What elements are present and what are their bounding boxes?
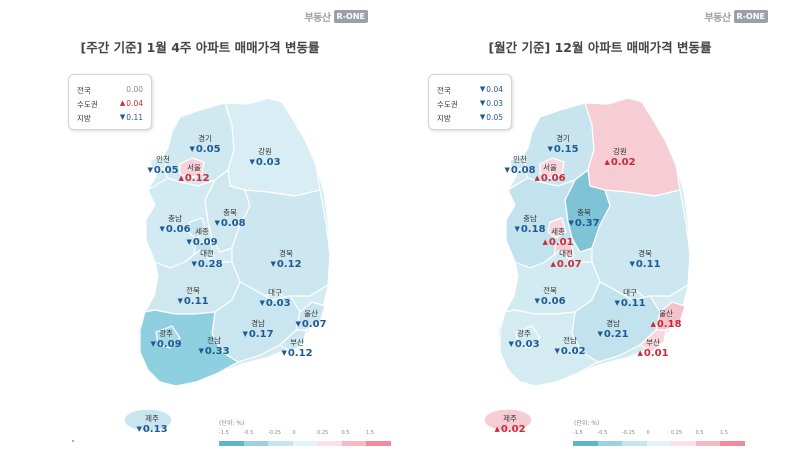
region-gwangju xyxy=(155,325,181,349)
region-gwangju xyxy=(515,325,541,349)
region-incheon xyxy=(509,155,527,171)
color-scale-bar xyxy=(573,441,745,446)
scale-swatch xyxy=(317,441,342,446)
label-chungnam: 충남 ▼0.06 xyxy=(159,214,191,235)
scale-swatch xyxy=(597,441,622,446)
scale-swatch xyxy=(219,441,244,446)
label-gyeongbuk: 경북 ▼0.11 xyxy=(629,249,661,270)
label-gyeonggi: 경기 ▼0.05 xyxy=(189,134,221,155)
map-title: [월간 기준] 12월 아파트 매매가격 변동률 xyxy=(488,40,712,55)
region-seoul xyxy=(539,157,565,179)
legend-value: ▼0.11 xyxy=(119,113,143,122)
label-gyeongbuk: 경북 ▼0.12 xyxy=(270,249,302,270)
scale-swatch xyxy=(573,441,598,446)
label-jeonnam: 전남 ▼0.33 xyxy=(198,336,230,357)
korea-map xyxy=(123,97,331,432)
weekly-panel: 부동산 R-ONE [주간 기준] 1월 4주 아파트 매매가격 변동률 xyxy=(68,9,391,446)
label-seoul: 서울 ▲0.12 xyxy=(178,163,210,184)
label-ulsan: 울산 ▼0.07 xyxy=(295,309,327,330)
map-title: [주간 기준] 1월 4주 아파트 매매가격 변동률 xyxy=(80,40,320,55)
region-sejong xyxy=(547,217,567,239)
label-gyeongnam: 경남 ▼0.17 xyxy=(242,319,274,340)
scale-swatch xyxy=(341,441,366,446)
scale-swatch xyxy=(243,441,268,446)
region-jeju xyxy=(483,408,533,432)
label-jeonbuk: 전북 ▼0.06 xyxy=(534,286,566,307)
scale-swatch xyxy=(366,441,391,446)
label-jeju: 제주 ▲0.02 xyxy=(494,414,526,435)
label-busan: 부산 ▲0.01 xyxy=(637,338,669,359)
label-daegu: 대구 ▼0.03 xyxy=(259,288,291,309)
label-chungbuk: 충북 ▼0.08 xyxy=(214,208,246,229)
label-daegu: 대구 ▼0.11 xyxy=(614,288,646,309)
region-jeju xyxy=(123,408,173,432)
legend-row: 지방 ▼0.05 xyxy=(437,113,503,123)
label-jeonbuk: 전북 ▼0.11 xyxy=(177,286,209,307)
scale-swatch xyxy=(622,441,647,446)
logo: 부동산 R-ONE xyxy=(704,9,768,24)
unit-label: (단위: %) xyxy=(219,420,245,427)
region-busan xyxy=(639,329,667,353)
scale-ticks: -1.5 -0.5 -0.25 0 0.25 0.5 1.5 xyxy=(573,430,728,436)
scale-swatch xyxy=(268,441,293,446)
region-gangwon xyxy=(584,97,681,197)
summary-legend: 전국 0.00 수도권 ▲0.04 지방 ▼0.11 xyxy=(68,74,152,130)
monthly-panel: 부동산 R-ONE [월간 기준] 12월 아파트 매매가격 변동률 xyxy=(400,0,800,463)
scale-swatch xyxy=(671,441,696,446)
legend-row: 수도권 ▼0.03 xyxy=(437,99,503,109)
label-chungnam: 충남 ▼0.18 xyxy=(514,214,546,235)
legend-value: ▼0.03 xyxy=(479,99,503,108)
legend-value: ▼0.05 xyxy=(479,113,503,122)
legend-value: ▼0.04 xyxy=(479,85,503,94)
region-seoul xyxy=(179,157,205,179)
summary-legend: 전국 ▼0.04 수도권 ▼0.03 지방 ▼0.05 xyxy=(428,74,512,130)
region-gangwon xyxy=(224,97,321,197)
label-daejeon: 대전 ▼0.28 xyxy=(191,249,223,270)
label-busan: 부산 ▼0.12 xyxy=(281,338,313,359)
legend-value: 0.00 xyxy=(126,85,143,94)
region-busan xyxy=(279,329,307,353)
label-jeju: 제주 ▼0.13 xyxy=(136,414,168,435)
scale-ticks: -1.5 -0.5 -0.25 0 0.25 0.5 1.5 xyxy=(219,430,374,436)
label-seoul: 서울 ▲0.06 xyxy=(534,163,566,184)
label-gyeongnam: 경남 ▼0.21 xyxy=(597,319,629,340)
region-incheon xyxy=(149,155,167,171)
legend-row: 전국 0.00 xyxy=(77,85,143,95)
label-sejong: 세종 ▲0.01 xyxy=(542,227,574,248)
marker-dot xyxy=(72,440,74,442)
label-gyeonggi: 경기 ▼0.15 xyxy=(547,134,579,155)
label-gwangju: 광주 ▼0.03 xyxy=(508,329,540,350)
scale-swatch xyxy=(720,441,745,446)
scale-swatch xyxy=(695,441,720,446)
legend-value: ▲0.04 xyxy=(119,99,143,108)
logo: 부동산 R-ONE xyxy=(304,9,368,24)
label-ulsan: 울산 ▲0.18 xyxy=(650,309,682,330)
label-gangwon: 강원 ▼0.03 xyxy=(249,147,281,168)
label-gwangju: 광주 ▼0.09 xyxy=(150,329,182,350)
label-gangwon: 강원 ▲0.02 xyxy=(604,147,636,168)
scale-swatch xyxy=(646,441,671,446)
scale-swatch xyxy=(292,441,317,446)
color-scale-bar xyxy=(219,441,391,446)
legend-row: 수도권 ▲0.04 xyxy=(77,99,143,109)
unit-label: (단위: %) xyxy=(574,420,600,427)
region-sejong xyxy=(187,217,207,239)
korea-map xyxy=(483,97,691,432)
label-sejong: 세종 ▼0.09 xyxy=(186,227,218,248)
label-chungbuk: 충북 ▼0.37 xyxy=(568,208,600,229)
label-incheon: 인천 ▼0.05 xyxy=(147,155,179,176)
label-jeonnam: 전남 ▼0.02 xyxy=(554,336,586,357)
legend-row: 전국 ▼0.04 xyxy=(437,85,503,95)
label-incheon: 인천 ▼0.08 xyxy=(504,155,536,176)
legend-row: 지방 ▼0.11 xyxy=(77,113,143,123)
label-daejeon: 대전 ▲0.07 xyxy=(550,249,582,270)
